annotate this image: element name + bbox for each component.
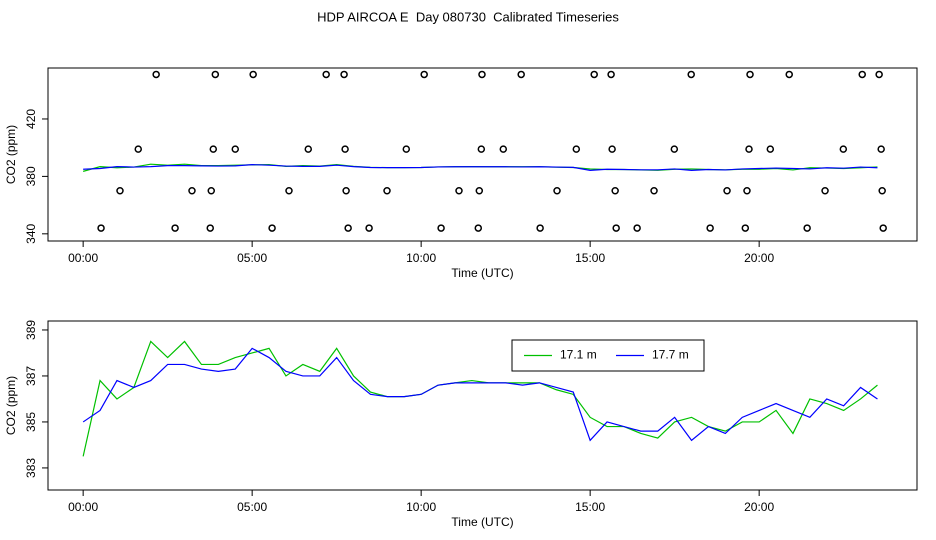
scatter-point bbox=[211, 70, 220, 79]
scatter-point bbox=[344, 224, 352, 232]
scatter-point bbox=[590, 70, 598, 79]
scatter-point bbox=[455, 187, 463, 195]
legend-label: 17.7 m bbox=[652, 348, 689, 362]
x-tick-label: 05:00 bbox=[237, 500, 267, 514]
scatter-point bbox=[322, 70, 330, 79]
scatter-point bbox=[402, 145, 411, 153]
y-tick-label: 385 bbox=[24, 412, 38, 432]
scatter-point bbox=[420, 70, 428, 79]
scatter-point bbox=[304, 145, 313, 153]
series-line bbox=[83, 164, 878, 171]
legend-label: 17.1 m bbox=[560, 348, 597, 362]
scatter-point bbox=[116, 187, 124, 195]
scatter-point bbox=[134, 145, 142, 153]
scatter-point bbox=[206, 224, 214, 232]
x-tick-label: 00:00 bbox=[68, 500, 98, 514]
x-tick-label: 05:00 bbox=[237, 251, 267, 265]
scatter-point bbox=[536, 224, 544, 232]
scatter-point bbox=[670, 145, 679, 153]
scatter-point bbox=[612, 224, 620, 232]
x-tick-label: 15:00 bbox=[575, 500, 605, 514]
scatter-point bbox=[268, 224, 276, 232]
y-tick-label: 340 bbox=[24, 223, 38, 243]
scatter-point bbox=[341, 145, 349, 153]
scatter-point bbox=[875, 70, 883, 79]
chart-title: HDP AIRCOA E Day 080730 Calibrated Times… bbox=[317, 9, 619, 24]
x-axis-title: Time (UTC) bbox=[451, 266, 513, 280]
scatter-point bbox=[607, 70, 615, 79]
scatter-point bbox=[171, 224, 179, 232]
scatter-point bbox=[572, 145, 581, 153]
scatter-point bbox=[249, 70, 257, 79]
scatter-point bbox=[706, 224, 714, 232]
scatter-point bbox=[839, 145, 848, 153]
scatter-point bbox=[437, 224, 445, 232]
scatter-point bbox=[687, 70, 695, 79]
scatter-point bbox=[723, 187, 731, 195]
series-line bbox=[82, 340, 878, 457]
scatter-point bbox=[633, 224, 641, 232]
series-line bbox=[82, 347, 878, 442]
y-axis-title: CO2 (ppm) bbox=[4, 376, 18, 435]
scatter-point bbox=[383, 187, 391, 195]
scatter-point bbox=[477, 145, 486, 153]
scatter-point bbox=[188, 187, 196, 195]
plot-frame bbox=[47, 67, 918, 242]
y-tick-label: 420 bbox=[24, 109, 38, 129]
scatter-point bbox=[499, 145, 508, 153]
y-tick-label: 387 bbox=[24, 366, 38, 386]
x-tick-label: 20:00 bbox=[744, 251, 774, 265]
y-tick-label: 389 bbox=[24, 320, 38, 340]
scatter-point bbox=[517, 70, 525, 79]
scatter-point bbox=[608, 145, 616, 153]
x-tick-label: 20:00 bbox=[744, 500, 774, 514]
scatter-point bbox=[858, 70, 866, 79]
series-line bbox=[82, 163, 878, 172]
scatter-point bbox=[741, 224, 750, 232]
y-axis-title: CO2 (ppm) bbox=[4, 125, 18, 184]
scatter-point bbox=[803, 224, 811, 232]
scatter-point bbox=[475, 187, 484, 195]
scatter-point bbox=[207, 187, 216, 195]
plot-frame bbox=[47, 320, 918, 491]
scatter-point bbox=[340, 70, 348, 79]
scatter-point bbox=[821, 187, 829, 195]
scatter-point bbox=[766, 145, 775, 153]
scatter-point bbox=[152, 70, 160, 79]
scatter-point bbox=[285, 187, 293, 195]
scatter-point bbox=[231, 145, 240, 153]
scatter-point bbox=[785, 70, 793, 79]
scatter-point bbox=[878, 187, 886, 195]
x-tick-label: 00:00 bbox=[68, 251, 98, 265]
y-tick-label: 380 bbox=[24, 166, 38, 186]
scatter-point bbox=[650, 187, 658, 195]
scatter-point bbox=[879, 224, 887, 232]
scatter-point bbox=[743, 187, 751, 195]
scatter-point bbox=[474, 224, 483, 232]
x-tick-label: 15:00 bbox=[575, 251, 605, 265]
x-axis-title: Time (UTC) bbox=[451, 515, 513, 529]
scatter-point bbox=[745, 145, 753, 153]
scatter-point bbox=[478, 70, 486, 79]
x-tick-label: 10:00 bbox=[406, 500, 436, 514]
scatter-point bbox=[365, 224, 373, 232]
scatter-point bbox=[611, 187, 619, 195]
legend-box bbox=[511, 339, 705, 372]
scatter-point bbox=[877, 145, 885, 153]
scatter-point bbox=[553, 187, 561, 195]
scatter-point bbox=[746, 70, 754, 79]
scatter-point bbox=[342, 187, 350, 195]
x-tick-label: 10:00 bbox=[406, 251, 436, 265]
scatter-point bbox=[97, 224, 105, 232]
scatter-point bbox=[209, 145, 218, 153]
y-tick-label: 383 bbox=[24, 458, 38, 478]
